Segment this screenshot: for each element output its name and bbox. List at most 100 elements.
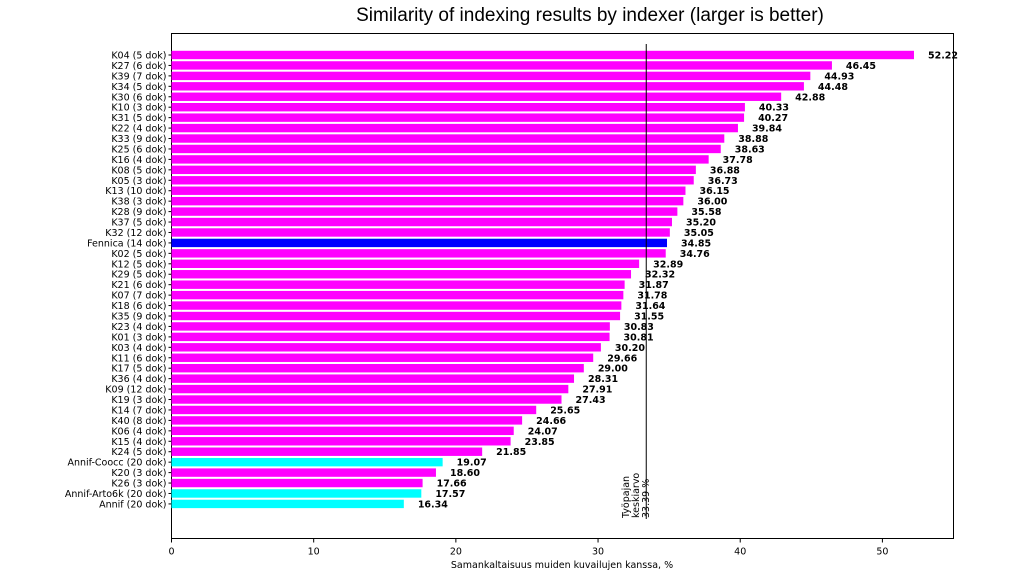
x-axis-label: Samankaltaisuus muiden kuvailujen kanssa… <box>451 560 673 571</box>
bar <box>171 113 745 122</box>
bar <box>171 468 436 477</box>
category-label: K38 (3 dok) <box>111 197 166 208</box>
bar <box>171 61 832 70</box>
reference-line-label: Työpajan keskiarvo 33.39 % <box>621 473 652 519</box>
category-label: K27 (6 dok) <box>111 61 166 72</box>
value-label: 38.63 <box>735 144 765 155</box>
category-label: K18 (6 dok) <box>111 301 166 312</box>
bar <box>171 437 511 446</box>
category-label: K08 (5 dok) <box>111 165 166 176</box>
value-label: 36.15 <box>699 186 729 197</box>
category-label: K30 (6 dok) <box>111 92 166 103</box>
x-tick-label: 50 <box>876 547 888 558</box>
category-label: Annif-Coocc (20 dok) <box>67 458 166 469</box>
bar <box>171 364 584 373</box>
bar <box>171 301 622 310</box>
value-label: 24.66 <box>536 416 566 427</box>
bar <box>171 332 610 342</box>
value-label: 36.00 <box>697 197 727 208</box>
bar <box>171 71 811 81</box>
bar <box>171 311 621 321</box>
bar <box>171 50 914 60</box>
value-label: 30.83 <box>624 322 654 333</box>
category-label: K29 (5 dok) <box>111 270 166 281</box>
bar <box>171 155 709 164</box>
category-label: K17 (5 dok) <box>111 364 166 375</box>
value-label: 30.20 <box>615 343 645 354</box>
reference-line-label-line: keskiarvo <box>631 473 642 518</box>
category-label: K11 (6 dok) <box>111 353 166 364</box>
value-label: 21.85 <box>496 447 526 458</box>
bar <box>171 416 523 425</box>
value-label: 31.78 <box>637 291 667 302</box>
category-label: K19 (3 dok) <box>111 395 166 406</box>
bar <box>171 82 804 91</box>
category-label: K21 (6 dok) <box>111 280 166 291</box>
chart-title: Similarity of indexing results by indexe… <box>356 5 824 26</box>
category-label: K33 (9 dok) <box>111 134 166 145</box>
bar <box>171 395 562 404</box>
value-label: 42.88 <box>795 92 825 103</box>
category-label: K14 (7 dok) <box>111 405 166 416</box>
bar <box>171 103 745 112</box>
bar <box>171 426 514 436</box>
bar <box>171 207 678 216</box>
category-label: K02 (5 dok) <box>111 249 166 260</box>
bar <box>171 322 610 331</box>
value-label: 46.45 <box>846 61 876 72</box>
value-label: 37.78 <box>723 155 753 166</box>
value-label: 36.88 <box>710 165 740 176</box>
bar <box>171 259 640 268</box>
bars-group <box>171 50 914 509</box>
value-label: 40.27 <box>758 113 788 124</box>
bar <box>171 217 672 227</box>
bar <box>171 238 668 248</box>
value-label: 25.65 <box>550 405 580 416</box>
value-label: 16.34 <box>418 499 448 510</box>
value-label: 32.32 <box>645 270 675 281</box>
category-label: K03 (4 dok) <box>111 343 166 354</box>
category-label: K01 (3 dok) <box>111 332 166 343</box>
bar <box>171 457 443 467</box>
value-label: 23.85 <box>525 437 555 448</box>
category-label: K31 (5 dok) <box>111 113 166 124</box>
category-label: K23 (4 dok) <box>111 322 166 333</box>
value-label: 19.07 <box>457 458 487 469</box>
bar <box>171 270 632 279</box>
value-label: 30.81 <box>624 332 654 343</box>
reference-line-label-line: 33.39 % <box>641 479 652 518</box>
value-label: 31.64 <box>635 301 665 312</box>
bar <box>171 186 686 195</box>
bar <box>171 489 422 498</box>
value-label: 35.05 <box>684 228 714 239</box>
bar <box>171 447 483 456</box>
x-axis: 0 10 20 30 40 50 <box>168 54 888 558</box>
category-label: K12 (5 dok) <box>111 259 166 270</box>
bar <box>171 499 404 509</box>
category-labels: K04 (5 dok)K27 (6 dok)K39 (7 dok)K34 (5 … <box>65 51 167 511</box>
x-tick-label: 30 <box>592 547 604 558</box>
value-label: 34.85 <box>681 238 711 249</box>
category-label: K22 (4 dok) <box>111 124 166 135</box>
category-label: K16 (4 dok) <box>111 155 166 166</box>
category-label: K10 (3 dok) <box>111 103 166 114</box>
category-label: K34 (5 dok) <box>111 82 166 93</box>
bar <box>171 405 537 415</box>
value-label: 44.48 <box>818 82 848 93</box>
x-tick-label: 10 <box>308 547 320 558</box>
value-label: 24.07 <box>528 426 558 437</box>
category-label: K20 (3 dok) <box>111 468 166 479</box>
category-label: K26 (3 dok) <box>111 479 166 490</box>
category-label: K09 (12 dok) <box>105 385 166 396</box>
category-label: K06 (4 dok) <box>111 426 166 437</box>
category-label: K37 (5 dok) <box>111 218 166 229</box>
bar <box>171 478 423 488</box>
bar <box>171 165 696 175</box>
value-label: 40.33 <box>759 103 789 114</box>
bar <box>171 353 594 362</box>
bar <box>171 290 624 300</box>
bar <box>171 123 738 133</box>
value-label: 31.87 <box>639 280 669 291</box>
